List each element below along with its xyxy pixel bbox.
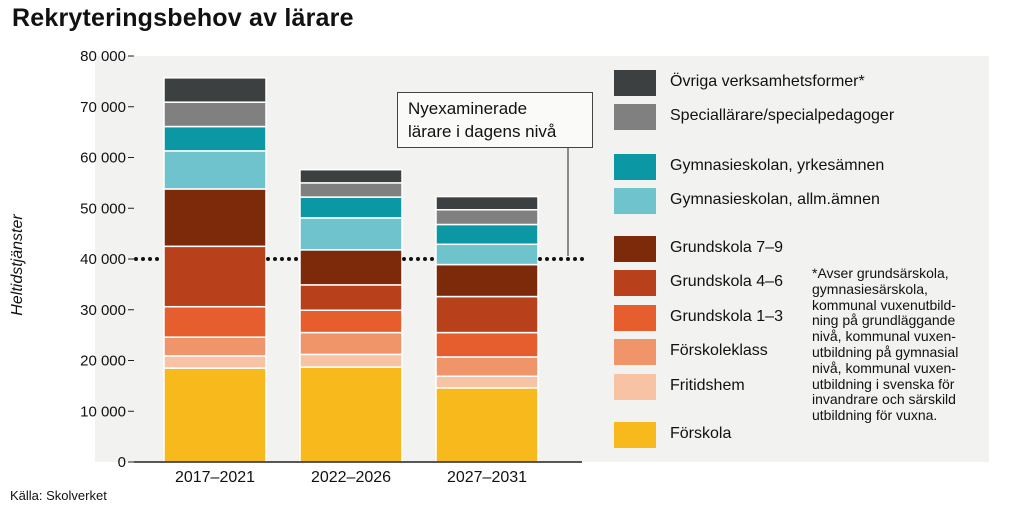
x-tick-label: 2027–2031 — [447, 469, 527, 486]
legend-label: Övriga verksamhetsformer* — [670, 73, 865, 90]
bar-segment — [435, 331, 539, 358]
bar-segment — [435, 195, 539, 211]
chart-title: Rekryteringsbehov av lärare — [12, 4, 354, 32]
x-tick-labels: 2017–2021 2022–2026 2027–2031 — [175, 469, 527, 486]
y-ticks: 0 10 000 20 000 30 000 40 000 50 000 60 000 70 … — [80, 48, 134, 471]
legend-label: Fritidshem — [670, 377, 745, 394]
legend-swatch — [614, 236, 656, 262]
x-tick-label: 2017–2021 — [175, 469, 255, 486]
legend-label: Speciallärare/specialpedagoger — [670, 107, 895, 124]
bar-segment — [163, 367, 267, 463]
y-tick-label: 50 000 — [80, 200, 126, 217]
bar-segment — [299, 182, 403, 198]
legend-label: Förskola — [670, 425, 732, 442]
legend-swatch — [614, 374, 656, 400]
y-tick-label: 0 — [118, 454, 126, 471]
y-tick-label: 40 000 — [80, 251, 126, 268]
legend-swatch — [614, 305, 656, 331]
bar-segment — [299, 168, 403, 184]
legend-label: Gymnasieskolan, allm.ämnen — [670, 191, 880, 208]
legend-swatch — [614, 154, 656, 180]
legend-label: Förskoleklass — [670, 342, 768, 359]
bar-segment — [299, 353, 403, 368]
legend-label: Grundskola 1–3 — [670, 308, 783, 325]
bar-segment — [163, 188, 267, 248]
bar-segment — [299, 284, 403, 312]
legend-swatch — [614, 270, 656, 296]
bar-segment — [299, 196, 403, 219]
bar-segment — [163, 355, 267, 369]
bar-segment — [435, 375, 539, 389]
legend-swatch — [614, 188, 656, 214]
x-tick-label: 2022–2026 — [311, 469, 391, 486]
bar-segment — [435, 356, 539, 377]
legend-swatch — [614, 339, 656, 365]
legend-swatch — [614, 422, 656, 448]
bar-segment — [163, 77, 267, 103]
bar-segment — [299, 217, 403, 251]
bar-segment — [163, 150, 267, 190]
y-axis-label: Heltidstjänster — [9, 214, 26, 316]
bar-segment — [163, 305, 267, 338]
source-note: Källa: Skolverket — [10, 488, 107, 503]
bar-segment — [299, 331, 403, 356]
bar-segment — [435, 209, 539, 226]
bar-segment — [299, 366, 403, 463]
reference-line — [134, 148, 588, 261]
y-tick-label: 60 000 — [80, 150, 126, 167]
y-tick-label: 30 000 — [80, 302, 126, 319]
bars — [163, 77, 539, 463]
bar-segment — [163, 245, 267, 308]
y-tick-label: 70 000 — [80, 99, 126, 116]
bar-segment — [435, 387, 539, 463]
bar-segment — [299, 249, 403, 286]
bar-segment — [435, 263, 539, 298]
bar-segment — [163, 125, 267, 152]
y-tick-label: 20 000 — [80, 353, 126, 370]
legend-swatch — [614, 70, 656, 96]
bar-segment — [435, 223, 539, 246]
bar-segment — [435, 243, 539, 266]
callout-text: Nyexaminerade lärare i dagens nivå — [408, 99, 557, 141]
legend-label: Grundskola 4–6 — [670, 273, 783, 290]
bar-segment — [299, 309, 403, 334]
legend-label: Grundskola 7–9 — [670, 239, 783, 256]
legend-swatch — [614, 104, 656, 130]
bar-segment — [435, 295, 539, 334]
y-tick-label: 80 000 — [80, 48, 126, 65]
y-tick-label: 10 000 — [80, 403, 126, 420]
footnote: *Avser grundsärskola, gymnasiesärskola, … — [812, 265, 959, 424]
reference-line-callout: Nyexaminerade lärare i dagens nivå — [397, 92, 593, 148]
legend-label: Gymnasieskolan, yrkesämnen — [670, 157, 885, 174]
bar-segment — [163, 336, 267, 357]
bar-segment — [163, 101, 267, 128]
